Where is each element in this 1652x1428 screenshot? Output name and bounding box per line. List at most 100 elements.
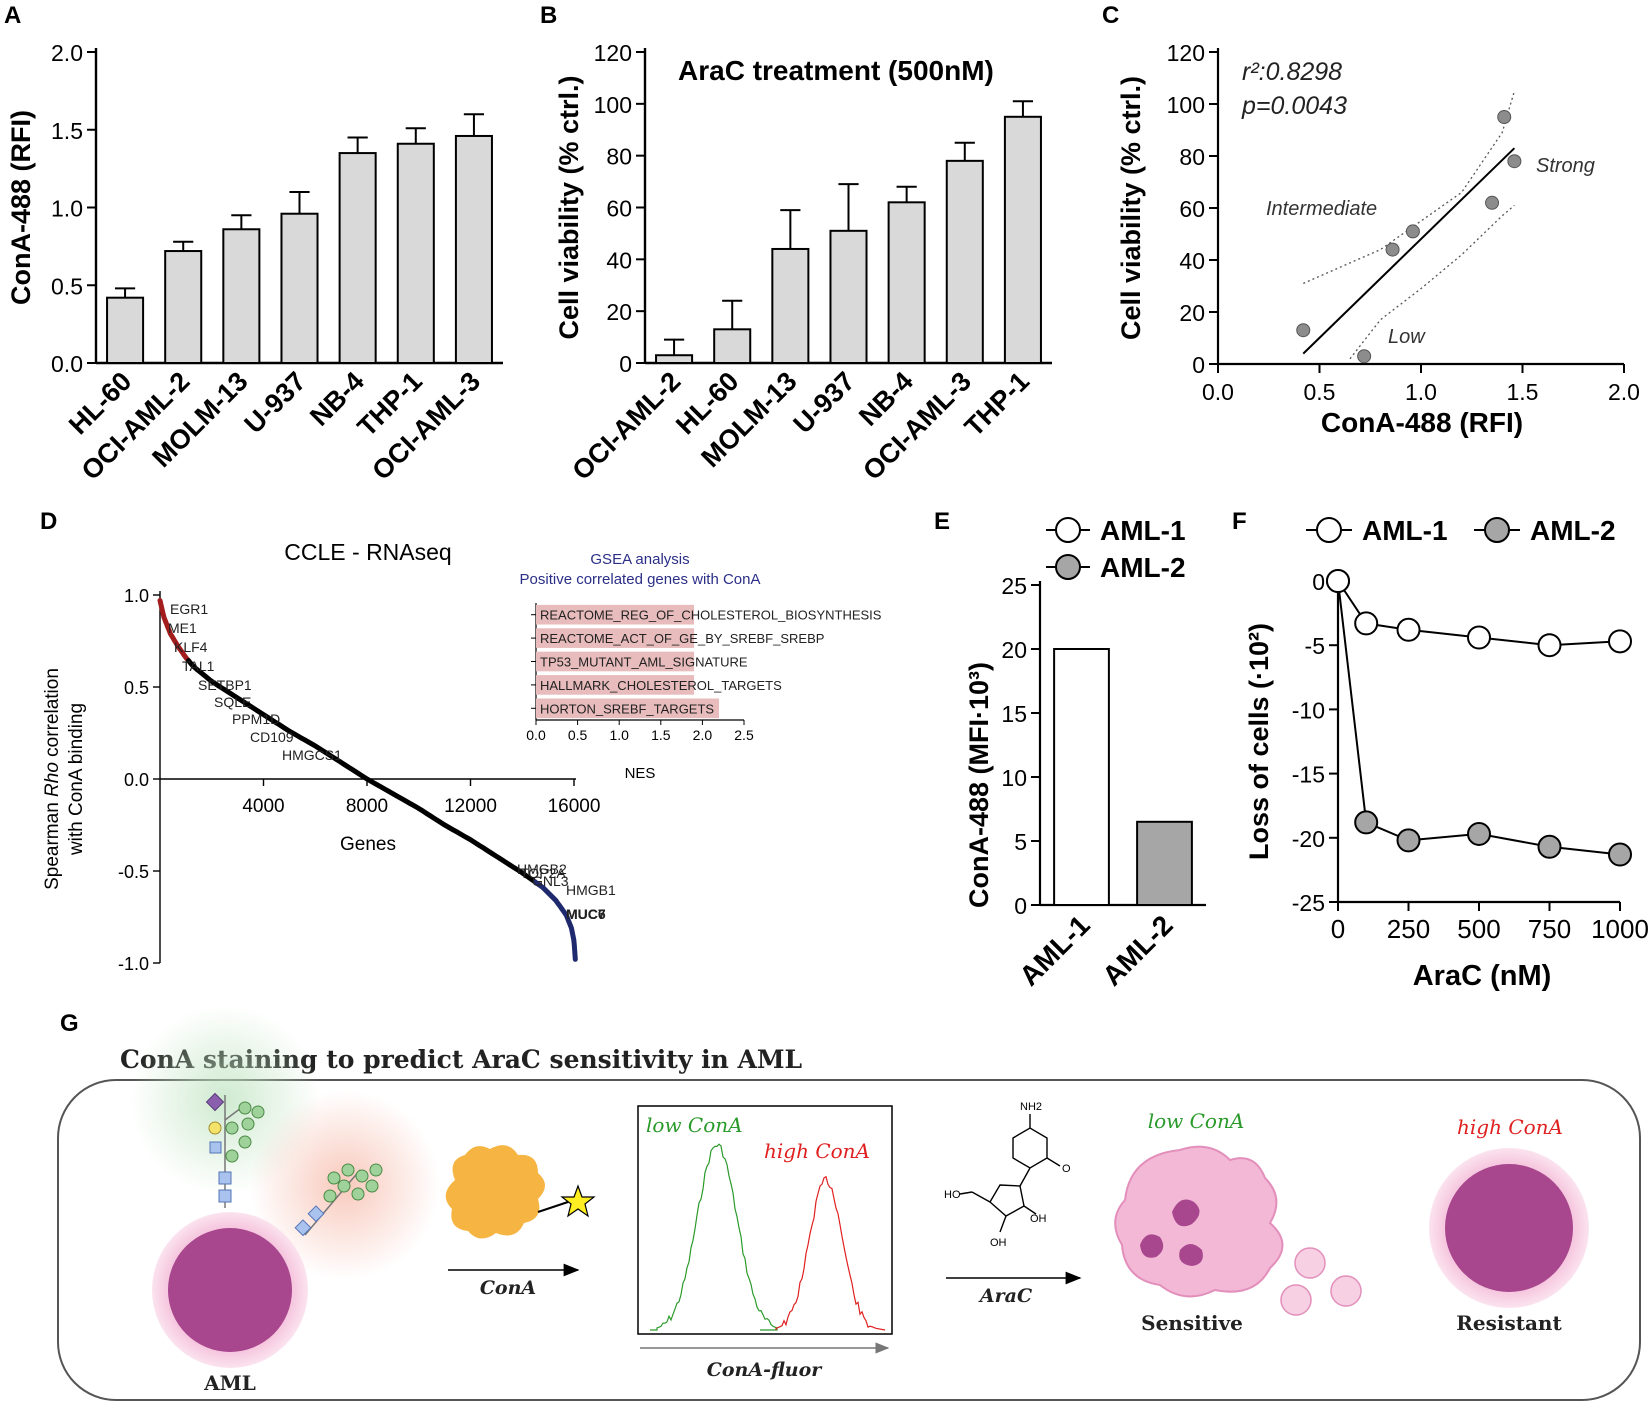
y-tick-label: 0: [1312, 569, 1325, 595]
scatter-point: [1296, 323, 1311, 338]
gsea-term: REACTOME_REG_OF_CHOLESTEROL_BIOSYNTHESIS: [540, 608, 882, 623]
panel-label-c: C: [1102, 2, 1120, 29]
panel-b: 020406080100120OCI-AML-2HL-60MOLM-13U-93…: [554, 40, 1052, 486]
y-tick-label: 0: [619, 351, 632, 377]
data-point-aml-2: [1467, 821, 1491, 846]
y-axis-label-line2: with ConA binding: [66, 703, 87, 856]
x-tick-label: 8000: [346, 796, 388, 817]
x-tick-label: 250: [1387, 914, 1430, 944]
x-tick-label: 0.0: [1202, 379, 1234, 405]
y-axis-label-part: Spearman: [42, 797, 63, 890]
y-tick-label: -1.0: [118, 954, 149, 974]
x-tick-label: 0.5: [1304, 379, 1336, 405]
flow-histogram: low ConA high ConA ConA-fluor: [637, 1105, 893, 1381]
gene-label: KLF4: [174, 639, 208, 655]
data-point-aml-2: [1354, 810, 1379, 835]
scatter-point: [1405, 224, 1420, 239]
x-tick-label: 2.0: [1608, 379, 1640, 405]
x-tick-label: 12000: [444, 796, 497, 817]
arac-nh2: NH2: [1020, 1101, 1042, 1113]
low-annotation: Low: [1388, 326, 1426, 348]
y-axis-label: ConA-488 (MFI·10³): [964, 662, 994, 908]
glycan-tree-icon: [205, 1092, 265, 1208]
panel-label-f: F: [1232, 508, 1247, 535]
aml-label: AML: [203, 1371, 256, 1395]
gene-label: EGR1: [170, 601, 208, 617]
gene-label: PPM1D: [232, 711, 280, 727]
y-tick-label: -25: [1292, 890, 1325, 916]
y-tick-label: 15: [1001, 701, 1027, 727]
category-label: AML-1: [1013, 909, 1095, 991]
high-conA-histogram: [775, 1175, 886, 1331]
y-tick-label: -0.5: [118, 862, 149, 882]
intermediate-annotation: Intermediate: [1266, 198, 1377, 220]
scatter-point: [1385, 242, 1400, 257]
gsea-x-label: NES: [625, 765, 656, 782]
x-axis-label: Genes: [340, 834, 396, 855]
legend-label: AML-2: [1530, 515, 1616, 546]
top-correlated-curve: [157, 598, 191, 664]
y-tick-label: 1.0: [51, 196, 83, 222]
y-tick-label: 2.0: [51, 40, 83, 66]
gsea-x-tick-label: 1.5: [651, 727, 671, 743]
y-tick-label: 0.5: [51, 273, 83, 299]
legend-marker: [1316, 517, 1342, 543]
strong-annotation: Strong: [1536, 155, 1595, 177]
bar-hl-60: [713, 328, 752, 364]
x-axis-label: AraC (nM): [1413, 960, 1552, 992]
category-label: U-937: [239, 366, 312, 439]
scatter-point: [1485, 195, 1500, 210]
p-annotation: p=0.0043: [1241, 92, 1347, 120]
data-point-aml-2: [1537, 834, 1562, 859]
x-tick-label: 16000: [548, 796, 601, 817]
legend-marker: [1055, 554, 1081, 580]
panel-label-d: D: [40, 508, 58, 535]
gsea-bar: [536, 628, 695, 648]
gene-label: HMGB2: [517, 861, 567, 877]
y-tick-label: 0.0: [124, 770, 149, 790]
ci-upper-band: [1303, 90, 1516, 284]
gene-label: TOP2A: [520, 865, 566, 881]
series-line-aml-2: [1337, 580, 1621, 856]
arac-arrow-label: AraC: [978, 1285, 1032, 1307]
y-tick-label: 80: [606, 144, 632, 170]
y-tick-label: 60: [606, 196, 632, 222]
panel-label-e: E: [934, 508, 951, 535]
bar-aml-1: [1053, 648, 1110, 906]
y-tick-label: 100: [594, 92, 632, 118]
gsea-term: HALLMARK_CHOLESTEROL_TARGETS: [540, 678, 782, 693]
y-axis-label: Loss of cells (·10²): [1244, 623, 1274, 860]
low-conA-label-2: low ConA: [1148, 1109, 1245, 1133]
panel-label-a: A: [4, 2, 22, 29]
bar-oci-aml-3: [945, 159, 984, 364]
chart-title: AraC treatment (500nM): [678, 55, 994, 86]
y-tick-label: -5: [1305, 633, 1325, 659]
y-tick-label: 40: [1179, 248, 1205, 274]
ci-lower-band: [1349, 204, 1515, 360]
y-axis-label: Cell viability (% ctrl.): [1116, 76, 1146, 340]
gene-label: SETBP1: [198, 677, 252, 693]
scatter-point: [1497, 110, 1512, 124]
bar-oci-aml-2: [164, 250, 203, 364]
conA-arrow-label: ConA: [480, 1277, 536, 1299]
y-tick-label: 20: [606, 299, 632, 325]
y-tick-label: 0: [1192, 352, 1205, 378]
bar-oci-aml-3: [454, 134, 493, 364]
x-tick-label: 1.5: [1507, 379, 1539, 405]
data-point-aml-1: [1326, 569, 1350, 593]
y-tick-label: 20: [1001, 637, 1027, 663]
x-axis-label: ConA-488 (RFI): [1321, 407, 1523, 438]
bar-u-937: [280, 212, 319, 364]
y-tick-label: -20: [1292, 826, 1325, 852]
data-point-aml-2: [1396, 828, 1421, 853]
panel-a: 0.00.51.01.52.0HL-60OCI-AML-2MOLM-13U-93…: [6, 40, 503, 486]
gsea-term: TP53_MUTANT_AML_SIGNATURE: [540, 655, 748, 670]
data-point-aml-1: [1608, 629, 1632, 654]
gene-label: MUC6: [566, 906, 606, 922]
sensitive-label: Sensitive: [1141, 1311, 1243, 1335]
low-conA-label: low ConA: [646, 1113, 743, 1137]
data-point-aml-1: [1537, 633, 1562, 658]
gsea-term: HORTON_SREBF_TARGETS: [540, 701, 714, 716]
